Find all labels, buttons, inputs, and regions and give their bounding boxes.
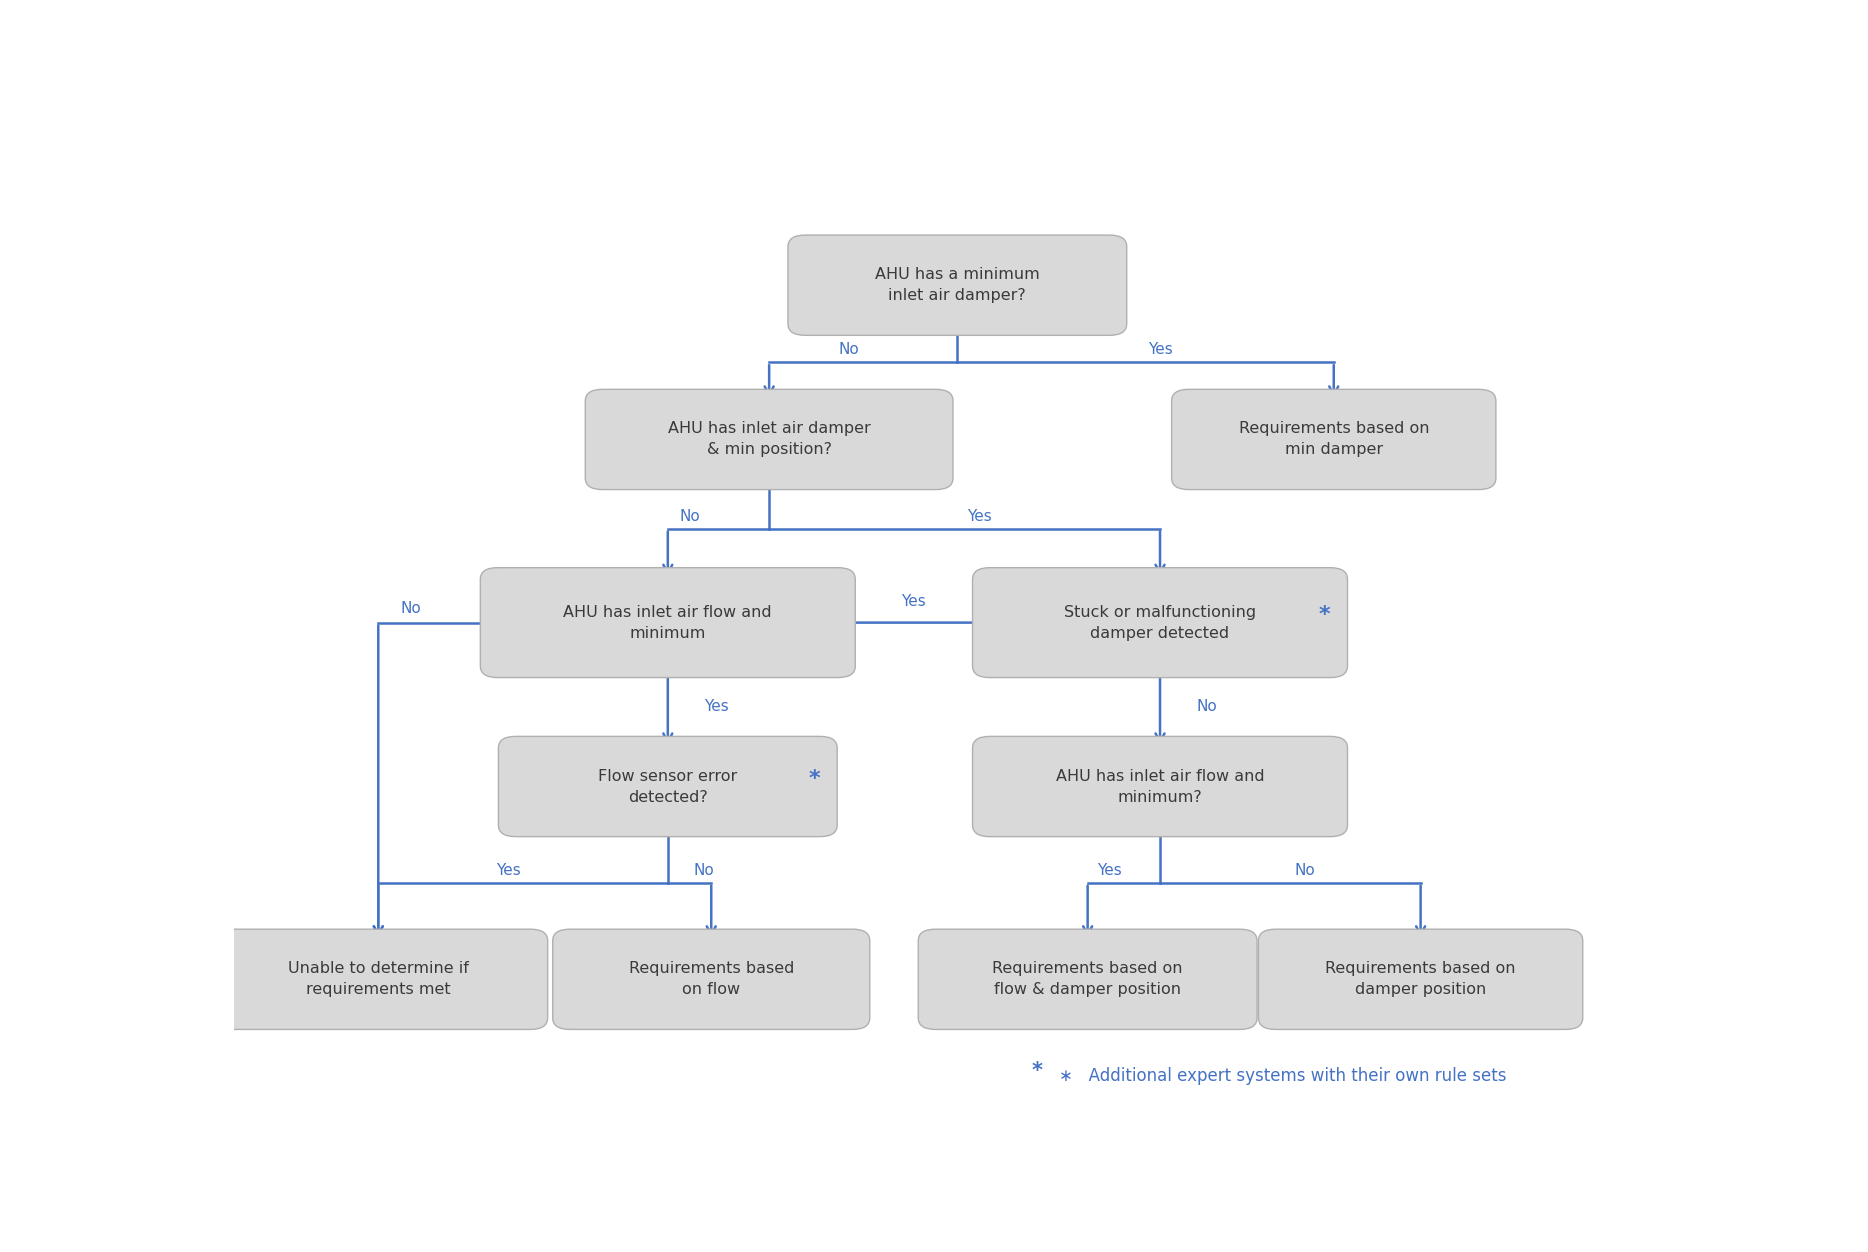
Text: Requirements based on
min damper: Requirements based on min damper	[1238, 422, 1429, 457]
FancyBboxPatch shape	[499, 736, 837, 836]
Text: No: No	[400, 601, 420, 616]
Text: Yes: Yes	[902, 593, 927, 608]
Text: Yes: Yes	[1147, 342, 1173, 357]
Text: Yes: Yes	[968, 508, 992, 523]
FancyBboxPatch shape	[1259, 929, 1582, 1029]
FancyBboxPatch shape	[480, 567, 856, 677]
FancyBboxPatch shape	[973, 736, 1347, 836]
Text: *: *	[1031, 1060, 1042, 1080]
Text: Requirements based on
damper position: Requirements based on damper position	[1326, 962, 1515, 998]
Text: Unable to determine if
requirements met: Unable to determine if requirements met	[288, 962, 469, 998]
Text: No: No	[693, 863, 714, 878]
Text: No: No	[680, 508, 700, 523]
Text: AHU has inlet air damper
& min position?: AHU has inlet air damper & min position?	[667, 422, 870, 457]
Text: Yes: Yes	[1097, 863, 1121, 878]
Text: No: No	[839, 342, 859, 357]
Text: Requirements based on
flow & damper position: Requirements based on flow & damper posi…	[992, 962, 1182, 998]
Text: *: *	[1319, 605, 1330, 625]
Text: ∗   Additional expert systems with their own rule sets: ∗ Additional expert systems with their o…	[1059, 1068, 1506, 1085]
Text: No: No	[1196, 700, 1216, 715]
Text: AHU has inlet air flow and
minimum: AHU has inlet air flow and minimum	[564, 605, 771, 641]
FancyBboxPatch shape	[209, 929, 547, 1029]
FancyBboxPatch shape	[553, 929, 870, 1029]
Text: Flow sensor error
detected?: Flow sensor error detected?	[598, 769, 738, 805]
Text: Yes: Yes	[704, 700, 729, 715]
Text: Stuck or malfunctioning
damper detected: Stuck or malfunctioning damper detected	[1065, 605, 1255, 641]
Text: *: *	[809, 769, 820, 789]
Text: AHU has a minimum
inlet air damper?: AHU has a minimum inlet air damper?	[874, 267, 1040, 303]
Text: Yes: Yes	[497, 863, 521, 878]
FancyBboxPatch shape	[973, 567, 1347, 677]
Text: No: No	[1295, 863, 1315, 878]
FancyBboxPatch shape	[788, 235, 1126, 336]
Text: Requirements based
on flow: Requirements based on flow	[628, 962, 794, 998]
FancyBboxPatch shape	[919, 929, 1257, 1029]
Text: AHU has inlet air flow and
minimum?: AHU has inlet air flow and minimum?	[1055, 769, 1265, 805]
FancyBboxPatch shape	[585, 389, 953, 490]
FancyBboxPatch shape	[1171, 389, 1496, 490]
